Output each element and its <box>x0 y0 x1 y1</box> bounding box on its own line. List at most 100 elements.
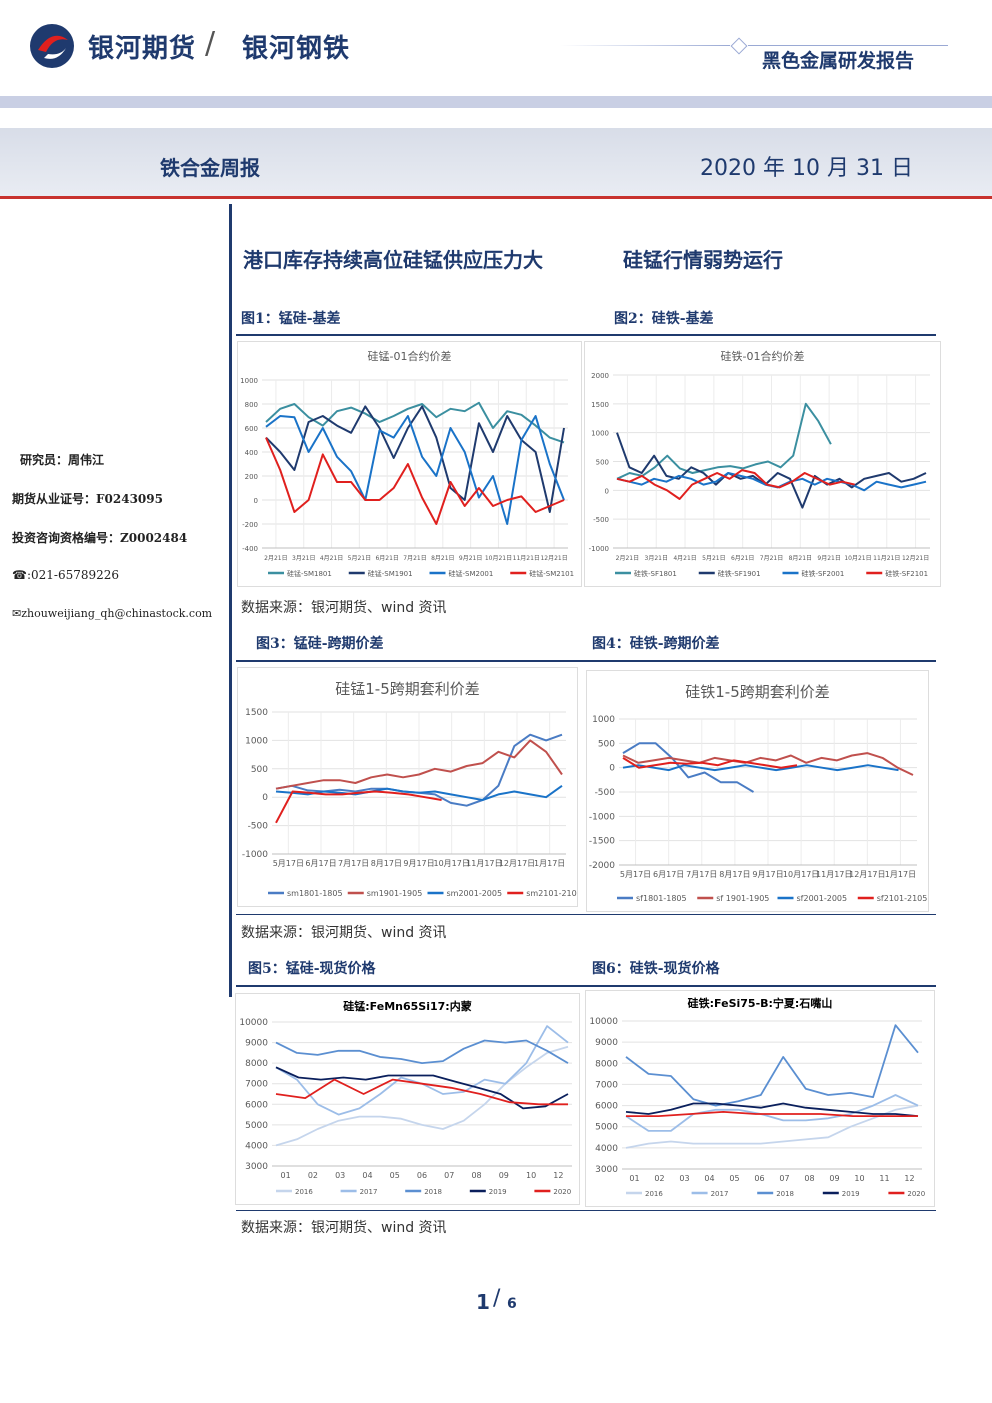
series-line <box>622 742 755 793</box>
legend-label: sm1801-1805 <box>287 889 343 898</box>
brand-name-2: 银河钢铁 <box>242 34 351 64</box>
chart-sm-spot: 硅锰:FeMn65Si17:内蒙 10000 9000 8000 7000 6000 500… <box>235 993 580 1205</box>
y-tick-label: 600 <box>245 425 258 433</box>
y-tick-label: 0 <box>609 764 615 774</box>
series-line <box>622 757 798 769</box>
legend-label: 2018 <box>776 1190 794 1198</box>
header-band <box>0 96 992 108</box>
report-date: 2020 年 10 月 31 日 <box>700 156 913 181</box>
x-tick-label: 8月21日 <box>431 555 454 562</box>
x-tick-label: 09 <box>499 1171 509 1180</box>
x-tick-label: 11月21日 <box>513 555 540 562</box>
email-link[interactable]: ✉zhouweijiang_qh@chinastock.com <box>12 607 213 620</box>
x-tick-label: 05 <box>390 1171 400 1180</box>
x-tick-label: 05 <box>729 1174 739 1183</box>
y-tick-label: 5000 <box>595 1123 618 1133</box>
series-line <box>265 437 565 525</box>
x-tick-label: 04 <box>704 1174 714 1183</box>
headline-left: 港口库存持续高位硅锰供应压力大 <box>243 248 543 272</box>
y-tick-label: 1000 <box>592 715 615 725</box>
x-tick-label: 4月21日 <box>320 555 343 562</box>
y-tick-label: 0 <box>605 487 609 495</box>
x-tick-label: 5月17日 <box>620 870 651 879</box>
y-tick-label: 200 <box>245 473 258 481</box>
y-tick-label: -200 <box>242 521 258 529</box>
chart-sm-spread: 硅锰1-5跨期套利价差 1500 1000 500 0 -500 -1000 5月17日 6月1… <box>237 667 578 907</box>
legend-label: 2017 <box>360 1188 378 1196</box>
chart-sf-spread: 硅铁1-5跨期套利价差 1000 500 0 -500 -1000 -1500 -2000 5月… <box>586 670 929 912</box>
y-tick-label: 4000 <box>595 1144 618 1154</box>
legend-label: sm2101-2105 <box>526 889 578 898</box>
y-tick-label: -500 <box>593 516 609 524</box>
consult-cert: 投资咨询资格编号：Z0002484 <box>12 531 188 545</box>
y-tick-label: 3000 <box>595 1165 618 1175</box>
series-line <box>275 790 442 824</box>
y-tick-label: -1500 <box>589 837 615 847</box>
x-tick-label: 5月21日 <box>702 555 725 562</box>
x-tick-label: 01 <box>281 1171 291 1180</box>
x-tick-label: 08 <box>804 1174 814 1183</box>
series-line <box>275 1045 569 1147</box>
x-tick-label: 12月21日 <box>902 555 929 562</box>
series-line <box>275 784 563 801</box>
y-tick-label: 8000 <box>595 1059 618 1069</box>
x-tick-label: 07 <box>779 1174 789 1183</box>
x-tick-label: 9月21日 <box>459 555 482 562</box>
headline-right: 硅锰行情弱势运行 <box>623 248 783 272</box>
x-tick-label: 07 <box>444 1171 454 1180</box>
chart-title: 硅铁-01合约价差 <box>721 349 805 363</box>
y-tick-label: 500 <box>596 459 609 467</box>
galaxy-logo-icon <box>30 24 74 68</box>
series-line <box>275 1039 569 1064</box>
series-line <box>625 1104 919 1149</box>
series-line <box>625 1094 919 1132</box>
report-title: 铁合金周报 <box>160 156 260 180</box>
y-tick-label: -1000 <box>589 545 609 553</box>
legend-label: 硅锰-SM1901 <box>368 569 413 578</box>
chart-title: 硅铁1-5跨期套利价差 <box>685 683 830 701</box>
x-tick-label: 2月21日 <box>616 555 639 562</box>
brand-separator: / <box>205 26 216 61</box>
y-tick-label: 8000 <box>245 1059 268 1069</box>
x-tick-label: 08 <box>471 1171 481 1180</box>
series-line <box>275 1066 569 1110</box>
y-tick-label: 9000 <box>245 1039 268 1049</box>
x-tick-label: 10 <box>526 1171 536 1180</box>
x-tick-label: 10月17日 <box>783 870 819 879</box>
y-tick-label: 1500 <box>245 708 268 718</box>
sidebar-divider <box>229 204 232 997</box>
x-tick-label: 2月21日 <box>264 555 287 562</box>
x-tick-label: 1月17日 <box>534 859 565 868</box>
x-tick-label: 6月17日 <box>305 859 336 868</box>
figure-2-title: 图2：硅铁-基差 <box>614 311 714 327</box>
y-tick-label: -500 <box>248 822 269 832</box>
data-source-1: 数据来源：银河期货、wind 资讯 <box>241 600 447 616</box>
x-tick-label: 02 <box>308 1171 318 1180</box>
y-tick-label: 7000 <box>595 1080 618 1090</box>
y-tick-label: 7000 <box>245 1080 268 1090</box>
chart-title: 硅铁:FeSi75-B:宁夏:石嘴山 <box>688 996 833 1010</box>
x-tick-label: 6月21日 <box>731 555 754 562</box>
x-tick-label: 06 <box>417 1171 427 1180</box>
y-tick-label: 9000 <box>595 1038 618 1048</box>
x-tick-label: 03 <box>679 1174 689 1183</box>
x-tick-label: 03 <box>335 1171 345 1180</box>
series-line <box>616 402 832 480</box>
y-tick-label: -500 <box>595 788 616 798</box>
series-line <box>616 469 855 500</box>
x-tick-label: 11月21日 <box>873 555 900 562</box>
chart-title: 硅锰-01合约价差 <box>368 349 452 363</box>
y-tick-label: 500 <box>251 765 268 775</box>
legend-label: sm1901-1905 <box>367 889 423 898</box>
legend-label: 2018 <box>424 1188 442 1196</box>
x-tick-label: 11月17日 <box>466 859 502 868</box>
x-tick-label: 04 <box>362 1171 372 1180</box>
legend-label: 硅锰-SM2101 <box>529 569 574 578</box>
legend-label: 2019 <box>842 1190 860 1198</box>
y-tick-label: 6000 <box>595 1102 618 1112</box>
figure-row-2-rule <box>236 660 936 662</box>
x-tick-label: 01 <box>629 1174 639 1183</box>
x-tick-label: 9月21日 <box>817 555 840 562</box>
legend-label: sf1801-1805 <box>636 894 687 903</box>
x-tick-label: 7月17日 <box>686 870 717 879</box>
